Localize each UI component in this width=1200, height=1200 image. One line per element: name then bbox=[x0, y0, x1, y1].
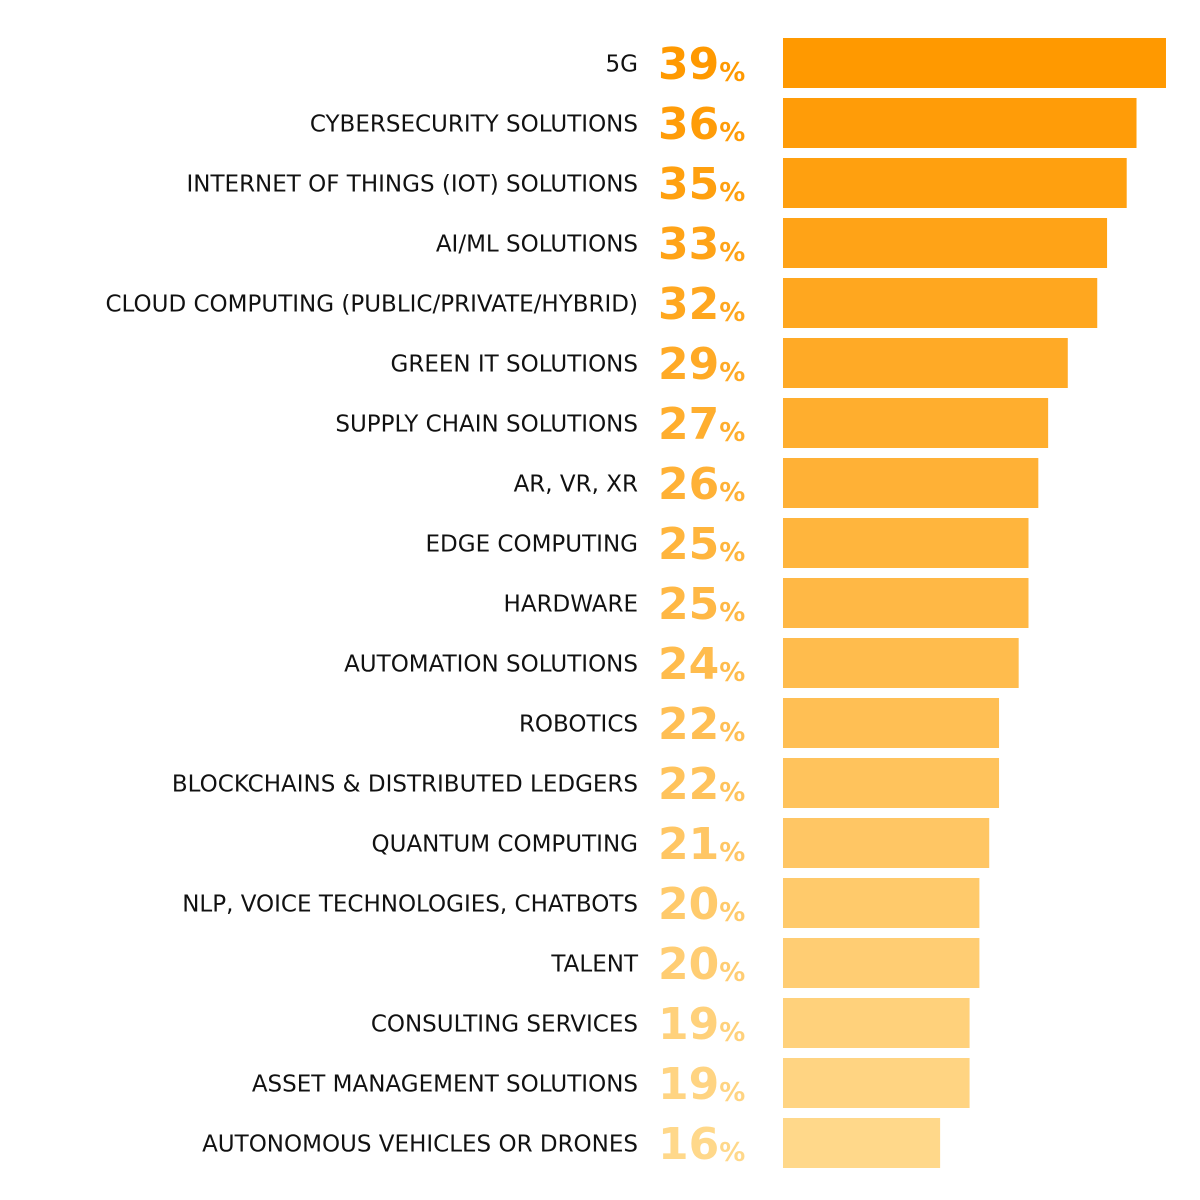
category-label: ROBOTICS bbox=[519, 712, 638, 738]
category-label: QUANTUM COMPUTING bbox=[372, 832, 639, 858]
value-label: 22% bbox=[658, 699, 745, 750]
value-label: 25% bbox=[658, 519, 745, 570]
bar bbox=[783, 698, 1000, 748]
category-label: AR, VR, XR bbox=[514, 472, 638, 498]
bar bbox=[783, 638, 1019, 688]
bar bbox=[783, 998, 970, 1048]
value-label: 39% bbox=[658, 39, 745, 90]
category-label: BLOCKCHAINS & DISTRIBUTED LEDGERS bbox=[172, 772, 638, 798]
category-label: GREEN IT SOLUTIONS bbox=[391, 352, 638, 378]
value-label: 32% bbox=[658, 279, 745, 330]
bar bbox=[783, 1058, 970, 1108]
category-label: INTERNET OF THINGS (IOT) SOLUTIONS bbox=[187, 172, 639, 198]
bar bbox=[783, 278, 1098, 328]
value-label: 33% bbox=[658, 219, 745, 270]
value-label: 29% bbox=[658, 339, 745, 390]
category-label: AI/ML SOLUTIONS bbox=[436, 232, 638, 258]
value-label: 22% bbox=[658, 759, 745, 810]
value-label: 36% bbox=[658, 99, 745, 150]
bar bbox=[783, 98, 1137, 148]
bar bbox=[783, 398, 1049, 448]
bar bbox=[783, 1118, 941, 1168]
category-label: AUTONOMOUS VEHICLES OR DRONES bbox=[202, 1132, 638, 1158]
bar bbox=[783, 578, 1029, 628]
value-label: 27% bbox=[658, 399, 745, 450]
value-label: 21% bbox=[658, 819, 745, 870]
bar bbox=[783, 818, 990, 868]
category-label: HARDWARE bbox=[504, 592, 638, 618]
category-label: CONSULTING SERVICES bbox=[371, 1012, 638, 1038]
bar bbox=[783, 158, 1127, 208]
category-label: NLP, VOICE TECHNOLOGIES, CHATBOTS bbox=[182, 892, 638, 918]
value-label: 35% bbox=[658, 159, 745, 210]
category-label: EDGE COMPUTING bbox=[426, 532, 638, 558]
bar bbox=[783, 38, 1166, 88]
category-label: AUTOMATION SOLUTIONS bbox=[344, 652, 638, 678]
category-label: TALENT bbox=[550, 952, 639, 978]
bar bbox=[783, 938, 980, 988]
category-label: CYBERSECURITY SOLUTIONS bbox=[310, 112, 638, 138]
value-label: 20% bbox=[658, 939, 745, 990]
category-label: 5G bbox=[606, 52, 638, 78]
bar bbox=[783, 758, 1000, 808]
bar bbox=[783, 878, 980, 928]
bar bbox=[783, 218, 1108, 268]
value-label: 24% bbox=[658, 639, 745, 690]
value-label: 25% bbox=[658, 579, 745, 630]
bar bbox=[783, 458, 1039, 508]
category-label: SUPPLY CHAIN SOLUTIONS bbox=[335, 412, 638, 438]
bar bbox=[783, 518, 1029, 568]
category-label: ASSET MANAGEMENT SOLUTIONS bbox=[252, 1072, 638, 1098]
value-label: 19% bbox=[658, 999, 745, 1050]
bar bbox=[783, 338, 1068, 388]
value-label: 26% bbox=[658, 459, 745, 510]
category-label: CLOUD COMPUTING (PUBLIC/PRIVATE/HYBRID) bbox=[105, 292, 638, 318]
value-label: 20% bbox=[658, 879, 745, 930]
value-label: 19% bbox=[658, 1059, 745, 1110]
value-label: 16% bbox=[658, 1119, 745, 1170]
